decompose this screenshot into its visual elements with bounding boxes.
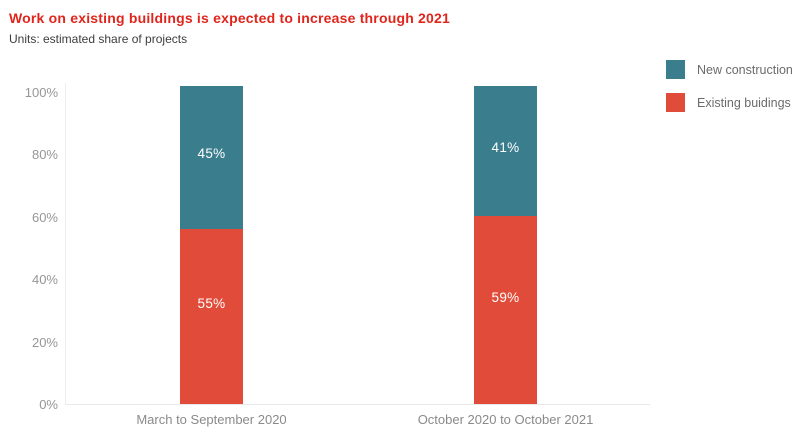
legend: New construction Existing buidings — [666, 60, 793, 126]
legend-swatch-new-construction — [666, 60, 685, 79]
stacked-bar: 45% 55% — [180, 86, 243, 404]
y-axis-tick-label: 20% — [31, 334, 58, 350]
legend-label: New construction — [697, 62, 793, 77]
bar-segment-new-construction: 41% — [474, 86, 537, 217]
y-axis-tick-label: 60% — [31, 209, 58, 225]
x-axis-category-label: October 2020 to October 2021 — [417, 412, 594, 427]
bar-value-label: 45% — [197, 146, 226, 162]
y-axis-tick-label: 100% — [24, 85, 58, 100]
y-axis-tick-label: 0% — [39, 397, 58, 412]
legend-swatch-existing-buildings — [666, 93, 685, 112]
bar-value-label: 41% — [491, 139, 520, 155]
y-axis-line — [65, 83, 66, 404]
legend-label: Existing buidings — [697, 95, 791, 110]
stacked-bar: 41% 59% — [474, 86, 537, 404]
x-axis-category-label: March to September 2020 — [136, 412, 287, 427]
legend-item-existing-buildings: Existing buidings — [666, 93, 793, 112]
bar-value-label: 59% — [491, 289, 520, 305]
bar-segment-new-construction: 45% — [180, 86, 243, 230]
x-axis-baseline — [65, 404, 650, 405]
legend-item-new-construction: New construction — [666, 60, 793, 79]
y-axis-tick-label: 40% — [31, 272, 58, 288]
chart-subtitle: Units: estimated share of projects — [9, 32, 188, 46]
y-axis-tick-label: 80% — [31, 147, 58, 163]
chart-title: Work on existing buildings is expected t… — [9, 10, 450, 26]
bar-value-label: 55% — [197, 296, 226, 312]
bar-segment-existing-buidings: 55% — [180, 229, 243, 404]
bar-segment-existing-buidings: 59% — [474, 216, 537, 404]
